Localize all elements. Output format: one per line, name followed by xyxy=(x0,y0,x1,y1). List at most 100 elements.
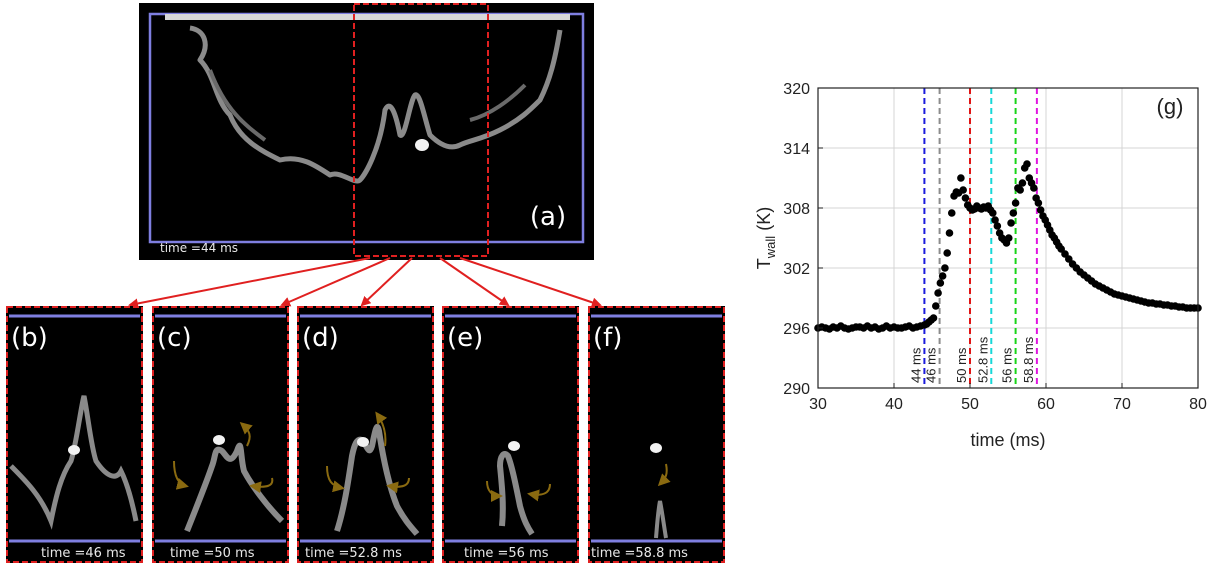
chart-data-point xyxy=(1009,209,1018,217)
chart-ticks: 30 40 50 60 70 80 290 296 302 308 314 320 xyxy=(783,81,1207,413)
chart-time-markers: 44 ms 46 ms 50 ms 52.8 ms 56 ms 58.8 ms xyxy=(908,88,1038,388)
chart-data-point xyxy=(943,249,951,257)
chart-x-tick-label: 70 xyxy=(1113,396,1131,413)
panel-c-arrow-up xyxy=(239,422,253,447)
chart-x-axis-label: time (ms) xyxy=(971,430,1046,450)
chart-y-axis-label-sub: wall xyxy=(763,236,778,260)
chart-data-point xyxy=(929,314,938,322)
panel-e-frame xyxy=(442,306,579,563)
panel-f-letter: (f) xyxy=(593,323,622,353)
chart-data-point xyxy=(932,302,940,310)
chart-time-marker-label: 44 ms xyxy=(908,347,923,383)
panel-b-letter: (b) xyxy=(11,323,48,353)
chart-x-tick-label: 40 xyxy=(885,396,903,413)
chart-data-point xyxy=(1030,184,1038,192)
panel-d-arrow-up xyxy=(375,411,388,447)
panel-f-droplet xyxy=(650,443,662,453)
chart-data-point xyxy=(1034,199,1043,207)
panel-a-letter: (a) xyxy=(530,202,566,232)
chart-time-marker-label: 50 ms xyxy=(954,347,969,383)
panel-e-background xyxy=(442,306,579,563)
panel-e-arrow-right xyxy=(527,483,551,502)
panel-f-time: time =58.8 ms xyxy=(591,546,688,561)
panel-c: (c) time =50 ms xyxy=(152,306,289,563)
chart-data-point xyxy=(993,222,1002,230)
chart-data-point xyxy=(1011,199,1020,207)
chart-data-point xyxy=(1007,219,1015,227)
chart-y-tick-label: 302 xyxy=(783,261,810,278)
panel-a-droplet xyxy=(415,139,429,151)
chart-y-axis-label: Twall (K) xyxy=(754,207,778,269)
zoom-arrows xyxy=(128,257,602,309)
chart-x-tick-label: 30 xyxy=(809,396,827,413)
chart-data-point xyxy=(959,186,967,194)
chart-data-point xyxy=(945,229,954,237)
chart-x-tick-label: 50 xyxy=(961,396,979,413)
zoom-arrow-b xyxy=(128,257,371,309)
panel-f-frame xyxy=(588,306,725,563)
chart-data-point xyxy=(947,209,956,217)
panel-a-flame-inner-2 xyxy=(469,83,527,122)
chart-time-marker-label: 46 ms xyxy=(924,347,939,383)
panel-a-wall-strip xyxy=(165,14,570,20)
chart-time-marker-label: 52.8 ms xyxy=(975,336,990,383)
panel-c-arrow-left xyxy=(173,460,189,490)
panel-c-background xyxy=(152,306,289,563)
chart-data-point xyxy=(938,272,947,280)
chart-data-point xyxy=(941,264,949,272)
chart-y-axis-label-main: T xyxy=(754,258,774,269)
panel-c-droplet xyxy=(213,435,225,445)
panel-a: (a) time =44 ms xyxy=(139,3,594,260)
panel-a-flame-front xyxy=(189,25,563,184)
chart-data-point xyxy=(1018,179,1027,187)
chart-y-tick-label: 290 xyxy=(783,381,810,398)
panel-e: (e) time =56 ms xyxy=(442,306,579,563)
panel-d-arrow-left xyxy=(326,465,345,493)
chart-plot-border xyxy=(817,87,1199,389)
chart-series-points xyxy=(814,160,1202,333)
panel-f-flame-front xyxy=(654,500,668,539)
chart-data-point xyxy=(1016,186,1024,194)
panel-d-frame xyxy=(297,306,434,563)
zoom-arrow-d xyxy=(360,257,413,307)
panel-d-droplet xyxy=(357,437,369,447)
chart-data-point xyxy=(989,209,997,217)
panel-c-arrow-right xyxy=(249,477,274,494)
panel-c-frame xyxy=(152,306,289,563)
chart-data-point xyxy=(934,289,942,297)
chart-y-tick-label: 314 xyxy=(783,141,810,158)
panel-e-droplet xyxy=(508,441,520,451)
chart-x-tick-label: 60 xyxy=(1037,396,1055,413)
panel-d: (d) time =52.8 ms xyxy=(297,306,434,563)
chart-data-point xyxy=(1004,234,1013,242)
zoom-arrow-c xyxy=(280,257,391,307)
chart-data-point xyxy=(957,174,965,182)
panel-c-flame-front xyxy=(184,442,285,533)
panel-e-flame-front xyxy=(496,451,535,536)
zoom-arrow-f xyxy=(459,257,602,308)
panel-f-arrow-down xyxy=(657,463,671,487)
chart-x-tick-label: 80 xyxy=(1189,396,1207,413)
panel-e-letter: (e) xyxy=(447,323,483,353)
panel-a-time: time =44 ms xyxy=(160,241,238,255)
panel-b: (b) time =46 ms xyxy=(6,306,143,563)
chart-data-point xyxy=(961,194,970,202)
panel-a-zoom-box xyxy=(353,3,489,257)
panel-e-time: time =56 ms xyxy=(464,546,549,561)
chart-data-point xyxy=(936,279,945,287)
panel-d-letter: (d) xyxy=(302,323,339,353)
chart-data-point xyxy=(991,216,999,224)
panel-d-arrow-right xyxy=(386,477,410,494)
panel-b-flame-front xyxy=(9,395,139,530)
panel-a-background xyxy=(139,3,594,260)
chart-data-point xyxy=(1036,206,1045,214)
panel-c-time: time =50 ms xyxy=(170,546,255,561)
chart-y-axis-label-unit: (K) xyxy=(754,207,774,236)
panel-e-arrow-left xyxy=(486,480,503,502)
panel-b-time: time =46 ms xyxy=(41,546,126,561)
panel-d-time: time =52.8 ms xyxy=(305,546,402,561)
chart-y-tick-label: 308 xyxy=(783,201,810,218)
panel-d-flame-front xyxy=(334,424,420,536)
panel-b-frame xyxy=(6,306,143,563)
